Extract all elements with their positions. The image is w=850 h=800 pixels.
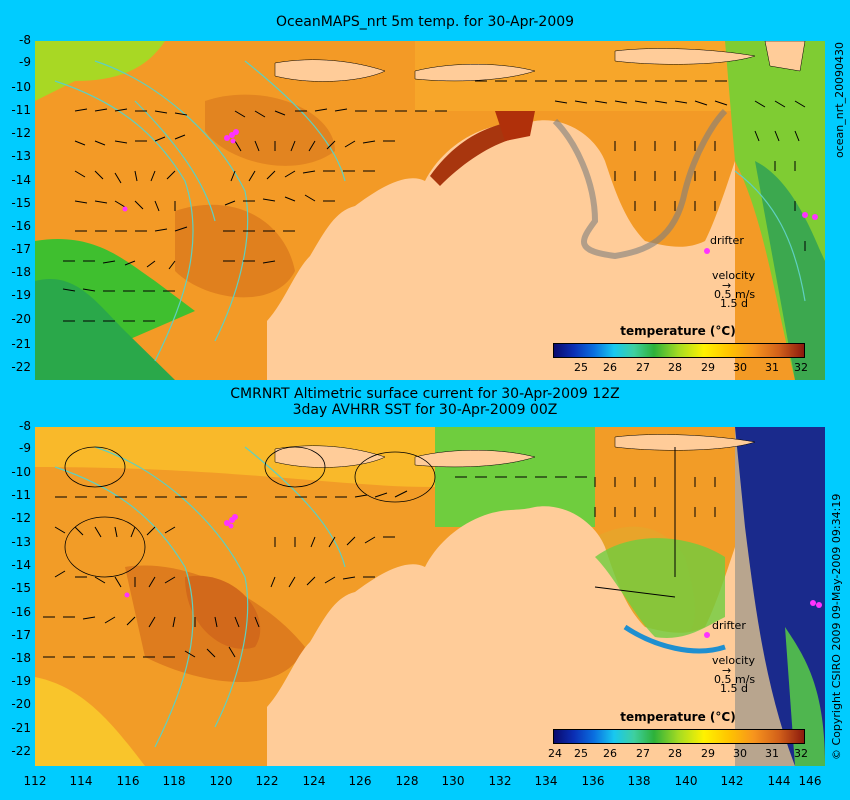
bottom-colorbar	[553, 729, 805, 744]
lat-label: -14	[11, 558, 31, 572]
legend-tick: 26	[603, 361, 617, 374]
bottom-velocity-scale: 0.5 m/s	[714, 673, 756, 686]
lon-label: 112	[23, 774, 47, 788]
top-colorbar	[553, 343, 805, 358]
lat-label: -8	[19, 33, 31, 47]
lon-label: 140	[674, 774, 698, 788]
legend-tick: 27	[636, 361, 650, 374]
top-velocity-scale: 0.5 m/s	[714, 288, 756, 301]
legend-tick: 28	[668, 747, 682, 760]
lon-label: 114	[69, 774, 93, 788]
lon-label: 128	[395, 774, 419, 788]
lon-label: 134	[534, 774, 558, 788]
bottom-panel-title-line2: 3day AVHRR SST for 30-Apr-2009 00Z	[292, 402, 558, 418]
lat-label: -16	[11, 605, 31, 619]
legend-tick: 25	[574, 747, 588, 760]
legend-tick: 32	[794, 747, 808, 760]
top-legend: temperature (°C) 25 26 27 28 29 30 31 32	[553, 324, 808, 375]
bottom-velocity-label: velocity	[712, 654, 755, 667]
lat-label: -17	[11, 242, 31, 256]
lat-label: -10	[11, 80, 31, 94]
lat-label: -22	[11, 360, 31, 374]
legend-tick: 31	[765, 747, 779, 760]
lat-label: -21	[11, 337, 31, 351]
lat-label: -17	[11, 628, 31, 642]
bottom-velocity-arrow: →	[722, 664, 732, 677]
lat-label: -12	[11, 511, 31, 525]
bottom-legend-title: temperature (°C)	[620, 710, 736, 724]
lat-label: -11	[11, 103, 31, 117]
lat-label: -21	[11, 721, 31, 735]
lat-label: -12	[11, 126, 31, 140]
legend-tick: 25	[574, 361, 588, 374]
lon-label: 132	[488, 774, 512, 788]
legend-tick: 26	[603, 747, 617, 760]
lat-label: -9	[19, 441, 31, 455]
top-side-label: ocean_nrt_20090430	[833, 41, 846, 158]
top-map-svg	[35, 41, 825, 380]
lat-label: -18	[11, 651, 31, 665]
lon-label: 122	[255, 774, 279, 788]
lat-label: -19	[11, 288, 31, 302]
lon-label: 138	[627, 774, 651, 788]
lat-label: -9	[19, 55, 31, 69]
legend-tick: 31	[765, 361, 779, 374]
lon-label: 142	[720, 774, 744, 788]
legend-tick: 29	[701, 747, 715, 760]
lon-label: 146	[798, 774, 822, 788]
legend-tick: 29	[701, 361, 715, 374]
lon-label: 144	[767, 774, 791, 788]
lat-label: -15	[11, 581, 31, 595]
legend-tick: 24	[548, 747, 562, 760]
top-velocity-time: 1.5 d	[720, 297, 748, 310]
bottom-map-svg	[35, 427, 825, 766]
lat-label: -22	[11, 744, 31, 758]
lat-label: -8	[19, 419, 31, 433]
lat-label: -13	[11, 149, 31, 163]
lat-label: -13	[11, 535, 31, 549]
lon-label: 124	[302, 774, 326, 788]
lon-label: 118	[162, 774, 186, 788]
lat-label: -20	[11, 697, 31, 711]
top-drifter-label: drifter	[710, 234, 744, 247]
top-legend-title: temperature (°C)	[620, 324, 736, 338]
lat-label: -10	[11, 465, 31, 479]
bottom-drifter-label: drifter	[712, 619, 746, 632]
legend-tick: 32	[794, 361, 808, 374]
legend-tick: 27	[636, 747, 650, 760]
top-legend-ticks: 25 26 27 28 29 30 31 32	[553, 361, 808, 375]
legend-tick: 30	[733, 747, 747, 760]
lat-label: -19	[11, 674, 31, 688]
lat-label: -11	[11, 488, 31, 502]
lat-label: -15	[11, 196, 31, 210]
lat-label: -16	[11, 219, 31, 233]
lon-label: 116	[116, 774, 140, 788]
top-velocity-label: velocity	[712, 269, 755, 282]
lon-label: 130	[441, 774, 465, 788]
lat-label: -20	[11, 312, 31, 326]
bottom-velocity-time: 1.5 d	[720, 682, 748, 695]
lat-label: -18	[11, 265, 31, 279]
top-velocity-arrow: →	[722, 279, 732, 292]
bottom-legend-ticks: 24 25 26 27 28 29 30 31 32	[548, 747, 808, 761]
bottom-legend: temperature (°C) 24 25 26 27 28 29 30 31…	[548, 710, 808, 761]
bottom-side-label: © Copyright CSIRO 2009 09-May-2009 09:34…	[830, 493, 843, 760]
legend-tick: 28	[668, 361, 682, 374]
top-map	[35, 41, 825, 380]
bottom-panel-title-line1: CMRNRT Altimetric surface current for 30…	[230, 386, 620, 402]
lon-label: 136	[581, 774, 605, 788]
bottom-map	[35, 427, 825, 766]
lat-label: -14	[11, 173, 31, 187]
top-panel-title: OceanMAPS_nrt 5m temp. for 30-Apr-2009	[275, 14, 575, 30]
lon-label: 120	[209, 774, 233, 788]
lon-label: 126	[348, 774, 372, 788]
legend-tick: 30	[733, 361, 747, 374]
